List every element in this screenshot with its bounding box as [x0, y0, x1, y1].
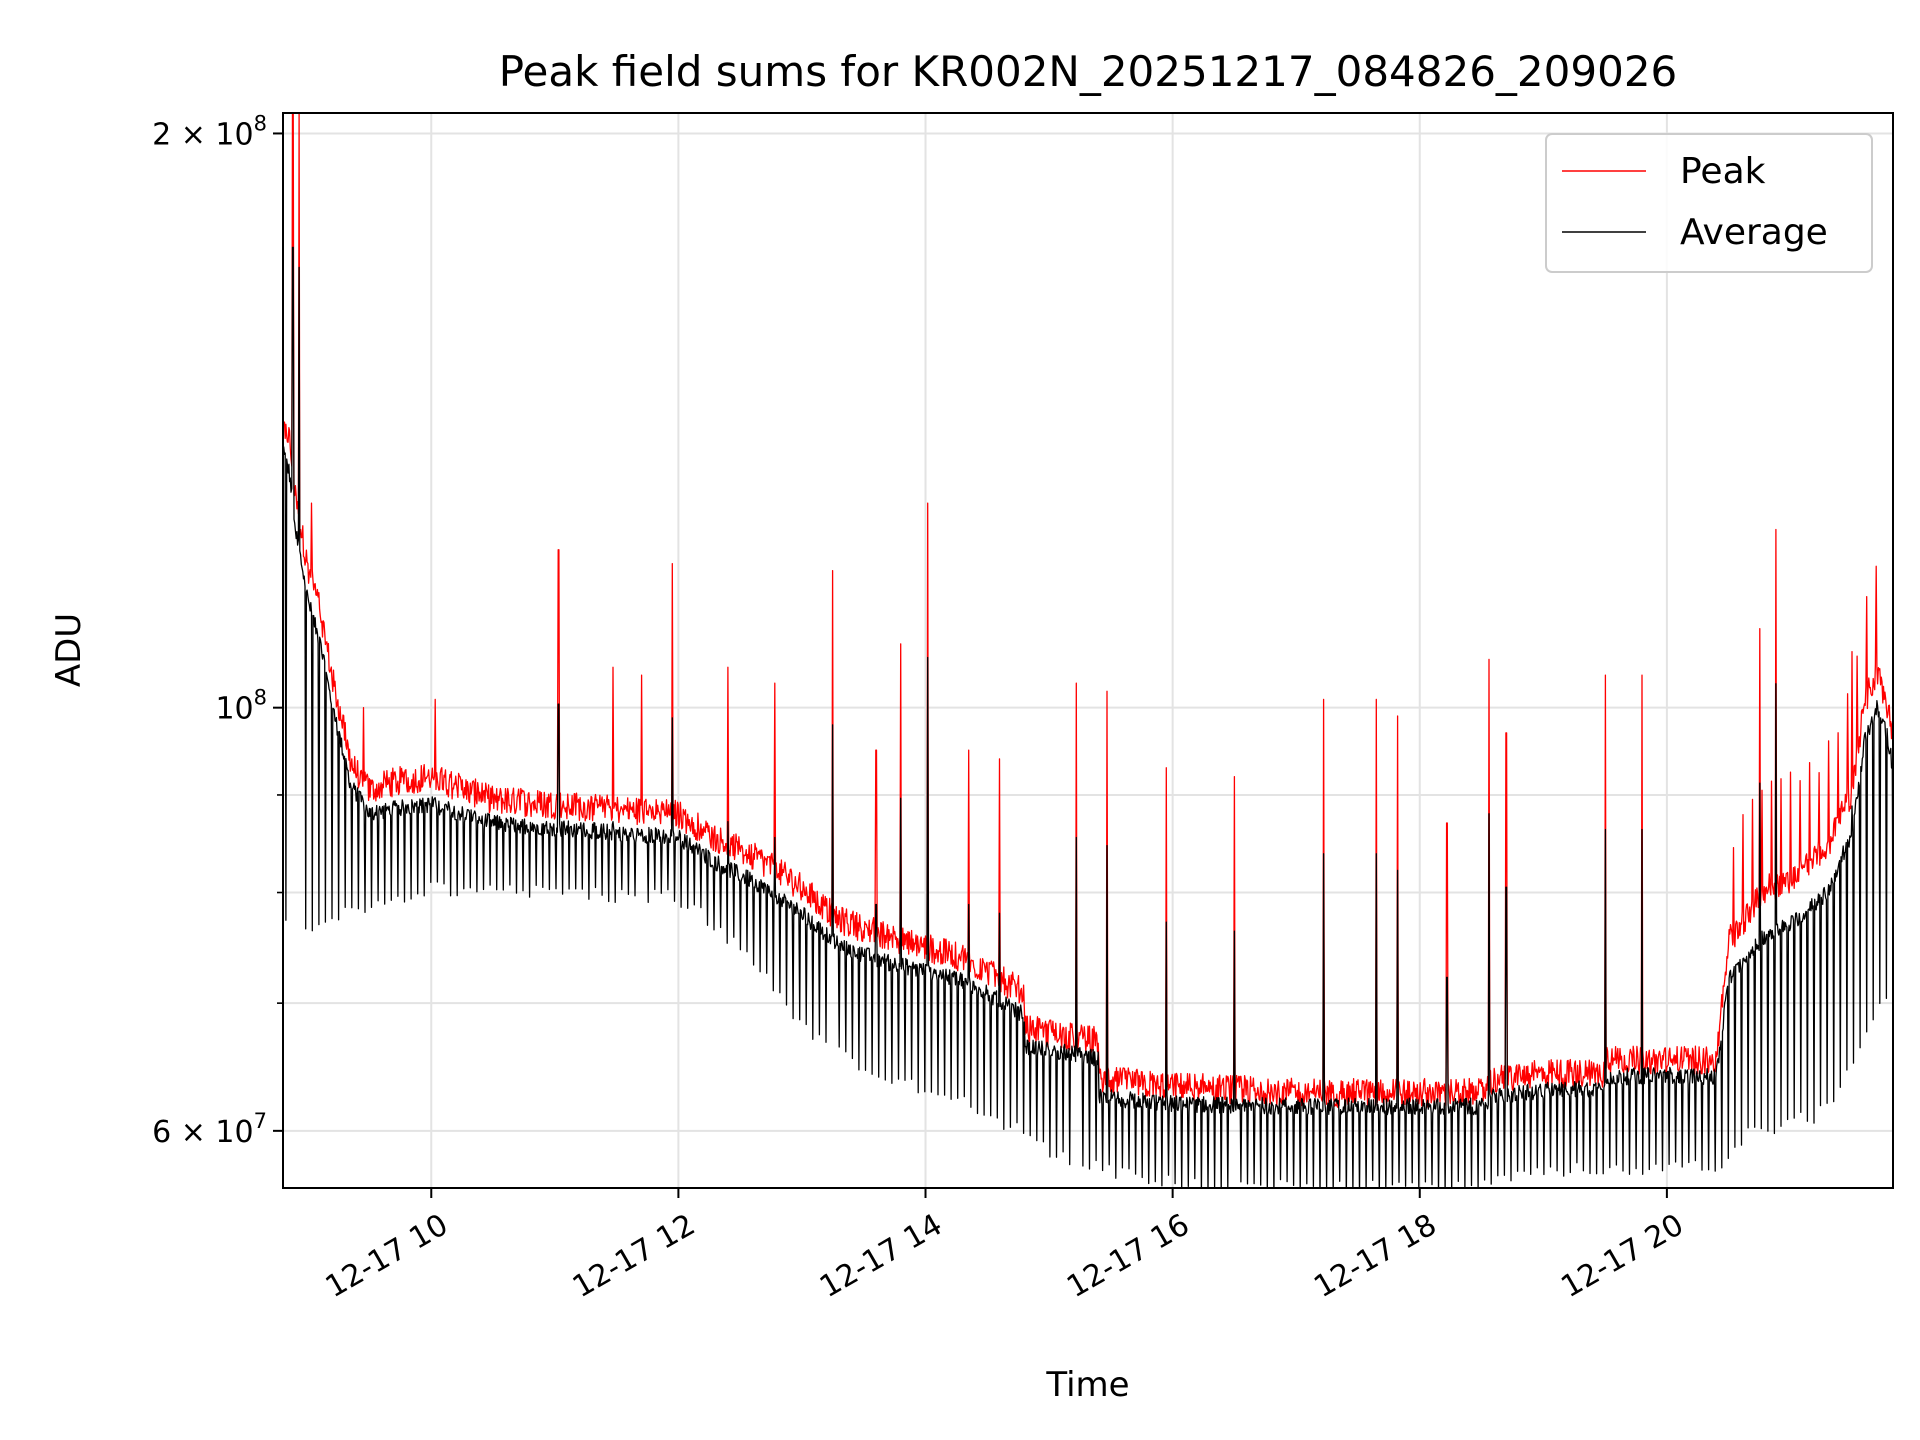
y-tick-label: 2 × 108: [152, 111, 267, 152]
series-layer: [283, 113, 1893, 1188]
y-tick-label: 6 × 107: [152, 1109, 267, 1150]
plot-area: [283, 113, 1893, 1188]
grid: [283, 113, 1893, 1188]
series-line-average: [283, 246, 1893, 1188]
plot-frame: [282, 112, 1894, 1189]
legend-box: [1545, 133, 1873, 273]
legend: Peak Average: [1545, 133, 1873, 273]
y-axis-label: ADU: [49, 613, 89, 687]
legend-label-peak: Peak: [1680, 151, 1766, 192]
chart-title: Peak field sums for KR002N_20251217_0848…: [499, 47, 1678, 96]
y-tick-label: 108: [215, 686, 267, 727]
series-line-peak: [283, 113, 1893, 1108]
legend-label-average: Average: [1680, 212, 1828, 253]
x-axis-label: Time: [1045, 1365, 1129, 1405]
